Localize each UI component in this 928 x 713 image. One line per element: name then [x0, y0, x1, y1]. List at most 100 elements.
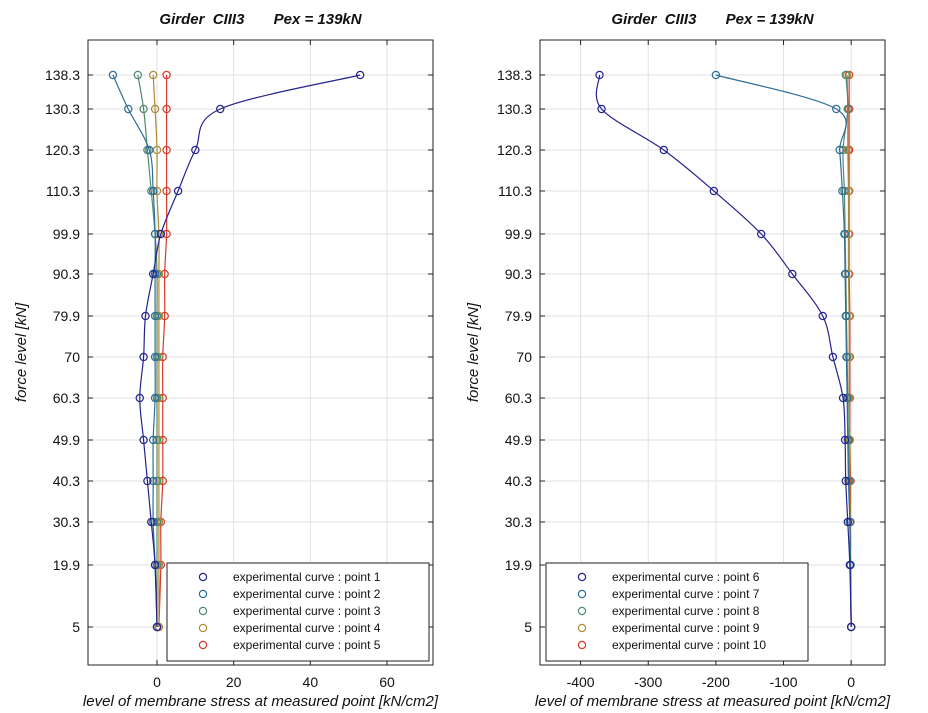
y-tick-label: 90.3 [505, 266, 532, 282]
data-point [148, 476, 158, 486]
y-tick-label: 138.3 [45, 67, 80, 83]
data-point [818, 311, 827, 321]
data-point [659, 145, 668, 155]
data-point [840, 435, 850, 445]
data-point [709, 186, 719, 196]
y-tick-label: 40.3 [505, 473, 532, 489]
y-tick-label: 138.3 [497, 67, 532, 83]
series-line [139, 74, 361, 628]
legend-entry: experimental curve : point 8 [612, 604, 760, 618]
plot-frame [539, 39, 886, 666]
y-tick-label: 90.3 [53, 266, 80, 282]
legend-marker [198, 623, 208, 633]
chart-title: Girder CIII3 Pex = 139kN [611, 11, 814, 28]
y-tick-label: 49.9 [505, 432, 532, 448]
legend-marker [577, 589, 587, 599]
x-tick-label: -400 [567, 674, 595, 690]
data-point [355, 70, 365, 80]
series-line [112, 74, 158, 628]
legend-entry: experimental curve : point 4 [233, 621, 381, 635]
data-point [845, 560, 855, 570]
x-tick-label: 0 [153, 674, 161, 690]
y-tick-label: 70 [64, 349, 80, 365]
data-point [150, 560, 160, 570]
data-point [150, 229, 160, 239]
data-point [141, 311, 150, 321]
data-point [842, 352, 851, 362]
data-point [145, 145, 154, 155]
legend-entry: experimental curve : point 6 [612, 570, 760, 584]
data-point [148, 435, 158, 445]
data-point [162, 186, 171, 196]
data-point [156, 229, 166, 239]
data-point [841, 476, 850, 486]
legend-box [545, 562, 809, 662]
data-point [191, 145, 200, 155]
legend: experimental curve : point 6 experimental… [545, 562, 809, 662]
series-3 [838, 70, 856, 632]
data-point [843, 435, 852, 445]
y-tick-label: 110.3 [498, 183, 532, 199]
data-point [846, 622, 856, 632]
legend-entry: experimental curve : point 3 [233, 604, 381, 618]
data-point [162, 70, 171, 80]
data-point [162, 145, 171, 155]
data-point [148, 269, 158, 279]
data-point [843, 104, 852, 114]
x-axis-label: level of membrane stress at measured poi… [83, 693, 439, 710]
chart-1: Girder CIII3 Pex = 139kN 5 19.9 30.3 40.3 49.… [13, 11, 439, 710]
y-tick-label: 19.9 [53, 557, 80, 573]
data-point [841, 70, 850, 80]
legend-marker [577, 623, 587, 633]
legend-marker [577, 640, 587, 650]
data-point [148, 70, 158, 80]
x-tick-label: 20 [226, 674, 242, 690]
legend: experimental curve : point 1 experimental… [166, 562, 430, 662]
y-tick-label: 99.9 [53, 226, 80, 242]
data-point [150, 311, 160, 321]
y-tick-label: 49.9 [53, 432, 80, 448]
y-tick-label: 79.9 [505, 308, 532, 324]
legend-entry: experimental curve : point 10 [612, 638, 766, 652]
y-tick-label: 79.9 [53, 308, 80, 324]
data-point [840, 229, 849, 239]
series-2 [108, 70, 162, 632]
data-point [139, 352, 148, 362]
data-point [133, 70, 143, 80]
data-point [843, 517, 852, 527]
chart-title: Girder CIII3 Pex = 139kN [159, 11, 362, 28]
data-point [757, 229, 766, 239]
legend-marker [198, 589, 208, 599]
data-point [595, 70, 604, 80]
data-point [835, 145, 844, 155]
data-point [838, 186, 847, 196]
series-1 [595, 70, 856, 632]
legend-marker [198, 572, 208, 582]
data-point [152, 622, 162, 632]
plot-frame [87, 39, 434, 666]
series-line [158, 75, 168, 628]
x-tick-label: 60 [379, 674, 395, 690]
y-tick-label: 5 [72, 619, 80, 635]
x-tick-label: -300 [634, 674, 662, 690]
legend-entry: experimental curve : point 5 [233, 638, 381, 652]
y-axis-label: force level [kN] [465, 302, 482, 402]
legend-marker [577, 572, 587, 582]
y-tick-label: 5 [524, 619, 532, 635]
data-point [840, 269, 850, 279]
data-point [143, 476, 152, 486]
data-point [711, 70, 721, 80]
data-point [841, 311, 850, 321]
legend-box [166, 562, 430, 662]
data-point [828, 352, 838, 362]
data-point [788, 269, 797, 279]
y-tick-label: 40.3 [53, 473, 80, 489]
y-tick-label: 60.3 [505, 390, 532, 406]
data-point [148, 186, 158, 196]
legend-marker [198, 606, 208, 616]
y-tick-label: 30.3 [505, 514, 532, 530]
y-tick-label: 110.3 [46, 183, 80, 199]
data-point [173, 186, 183, 196]
series-line [595, 74, 852, 628]
data-point [597, 104, 606, 114]
